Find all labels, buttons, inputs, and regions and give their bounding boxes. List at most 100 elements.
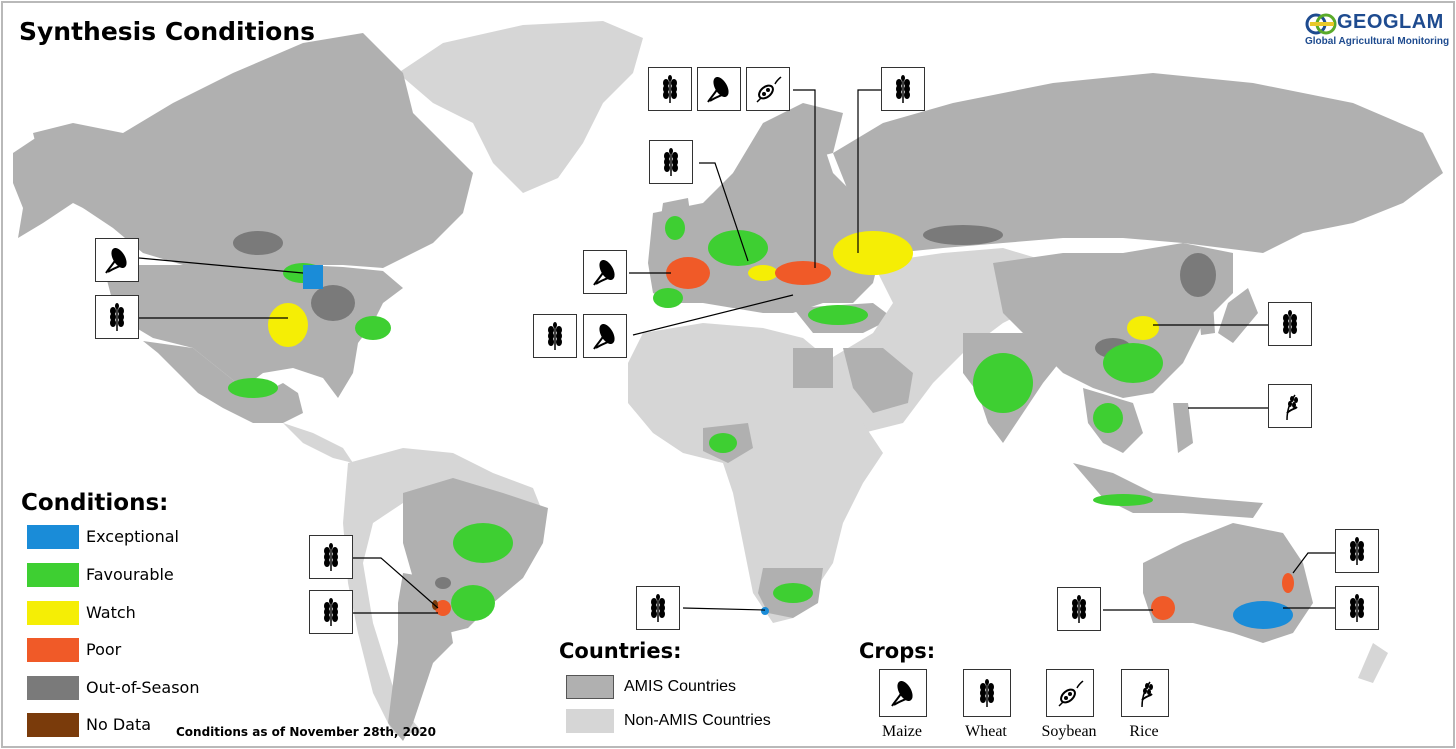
callout-europe-trio-maize[interactable] (697, 67, 741, 111)
legend-label: Non-AMIS Countries (624, 712, 771, 729)
legend-swatch (27, 601, 79, 625)
callout-w-australia-wheat[interactable] (1057, 587, 1101, 631)
callout-russia-wheat-line (857, 89, 881, 253)
canada (33, 33, 473, 268)
wheat-icon (110, 303, 124, 331)
se-asia-favourable (1093, 403, 1123, 433)
wheat-icon (663, 75, 677, 103)
callout-south-africa-line (682, 607, 766, 611)
rice-icon (1141, 681, 1153, 708)
crop-icon-box (1046, 669, 1094, 717)
brazil-south-favourable (451, 585, 495, 621)
countries-legend-title: Countries: (559, 639, 682, 663)
central-europe-watch (748, 265, 778, 281)
korea (1198, 303, 1215, 335)
south-america-out-of-season (435, 577, 451, 589)
callout-south-africa-wheat[interactable] (636, 586, 680, 630)
new-zealand (1358, 643, 1388, 683)
wheat-icon (1072, 595, 1086, 623)
callout-se-australia-1-line (1292, 552, 1335, 574)
callout-balkans-maize[interactable] (583, 314, 627, 358)
legend-swatch (27, 713, 79, 737)
south-africa-favourable (773, 583, 813, 603)
callout-europe-wheat[interactable] (649, 140, 693, 184)
legend-crop-wheat: Wheat (953, 669, 1023, 744)
crop-label: Soybean (1041, 723, 1097, 740)
callout-philippines-rice[interactable] (1268, 384, 1312, 428)
callout-lines (138, 89, 1335, 614)
romania-poor (775, 261, 831, 285)
russia (833, 73, 1443, 253)
us-east-favourable (355, 316, 391, 340)
callout-france-maize[interactable] (583, 250, 627, 294)
wheat-icon (1283, 310, 1297, 338)
japan (1218, 288, 1258, 343)
legend-label: Favourable (86, 565, 174, 584)
legend-label: Out-of-Season (86, 678, 200, 697)
maize-icon (105, 248, 127, 274)
callout-balkans-line (632, 294, 794, 336)
maize-icon (593, 260, 615, 286)
exceptional-areas (303, 265, 1293, 629)
ukraine-russia-watch (833, 231, 913, 275)
watch-areas (268, 231, 1159, 347)
callout-europe-trio-line (793, 89, 816, 268)
crop-icon-box (963, 669, 1011, 717)
world-map[interactable] (3, 3, 1453, 746)
out-of-season-areas (233, 225, 1216, 589)
geoglam-globe-icon (1305, 13, 1337, 35)
legend-swatch (27, 638, 79, 662)
legend-swatch (566, 675, 614, 699)
australia-exceptional (1233, 601, 1293, 629)
callout-europe-trio-soybean[interactable] (746, 67, 790, 111)
mexico (143, 341, 303, 423)
spain-favourable (653, 288, 683, 308)
north-china-watch (1127, 316, 1159, 340)
china-south-favourable (1103, 343, 1163, 383)
south-africa-exceptional (761, 607, 769, 615)
wheat-icon (1350, 594, 1364, 622)
callout-argentina-wheat-2[interactable] (309, 590, 353, 634)
callout-balkans-wheat[interactable] (533, 314, 577, 358)
africa (628, 323, 883, 623)
callout-argentina-wheat-1[interactable] (309, 535, 353, 579)
us-midwest-out-of-season (311, 285, 355, 321)
crops-legend-title: Crops: (859, 639, 936, 663)
south-america-north (343, 448, 543, 733)
crop-icon-box (1121, 669, 1169, 717)
legend-label: AMIS Countries (624, 678, 737, 695)
callout-se-australia-wheat-1[interactable] (1335, 529, 1379, 573)
conditions-legend-title: Conditions: (21, 490, 169, 516)
callout-europe-trio-wheat[interactable] (648, 67, 692, 111)
philippines (1173, 403, 1193, 453)
wheat-icon (980, 679, 994, 707)
callout-china-wheat[interactable] (1268, 302, 1312, 346)
callout-argentina-wheat-1-line (353, 557, 439, 609)
mexico-favourable (228, 378, 278, 398)
legend-label: Watch (86, 603, 136, 622)
indonesia-favourable (1093, 494, 1153, 506)
callout-us-maize-line (138, 257, 304, 274)
russia-siberia-out-of-season (923, 225, 1003, 245)
callout-us-wheat[interactable] (95, 295, 139, 339)
crop-label: Maize (882, 723, 922, 740)
crop-label: Rice (1129, 723, 1159, 740)
wheat-icon (896, 75, 910, 103)
legend-swatch (27, 676, 79, 700)
legend-crop-soybean: Soybean (1036, 669, 1106, 744)
callout-se-australia-wheat-2[interactable] (1335, 586, 1379, 630)
argentina (388, 573, 453, 741)
nigeria-favourable (709, 433, 737, 453)
wheat-icon (548, 322, 562, 350)
w-australia-poor (1151, 596, 1175, 620)
legend-swatch (27, 563, 79, 587)
alaska (13, 133, 123, 238)
callout-europe-wheat-line (699, 162, 749, 262)
callout-us-maize[interactable] (95, 238, 139, 282)
maize-icon (593, 324, 615, 350)
saudi-arabia (843, 348, 913, 413)
wheat-icon (651, 594, 665, 622)
legend-swatch (27, 525, 79, 549)
conditions-date-note: Conditions as of November 28th, 2020 (176, 725, 437, 739)
callout-russia-wheat[interactable] (881, 67, 925, 111)
